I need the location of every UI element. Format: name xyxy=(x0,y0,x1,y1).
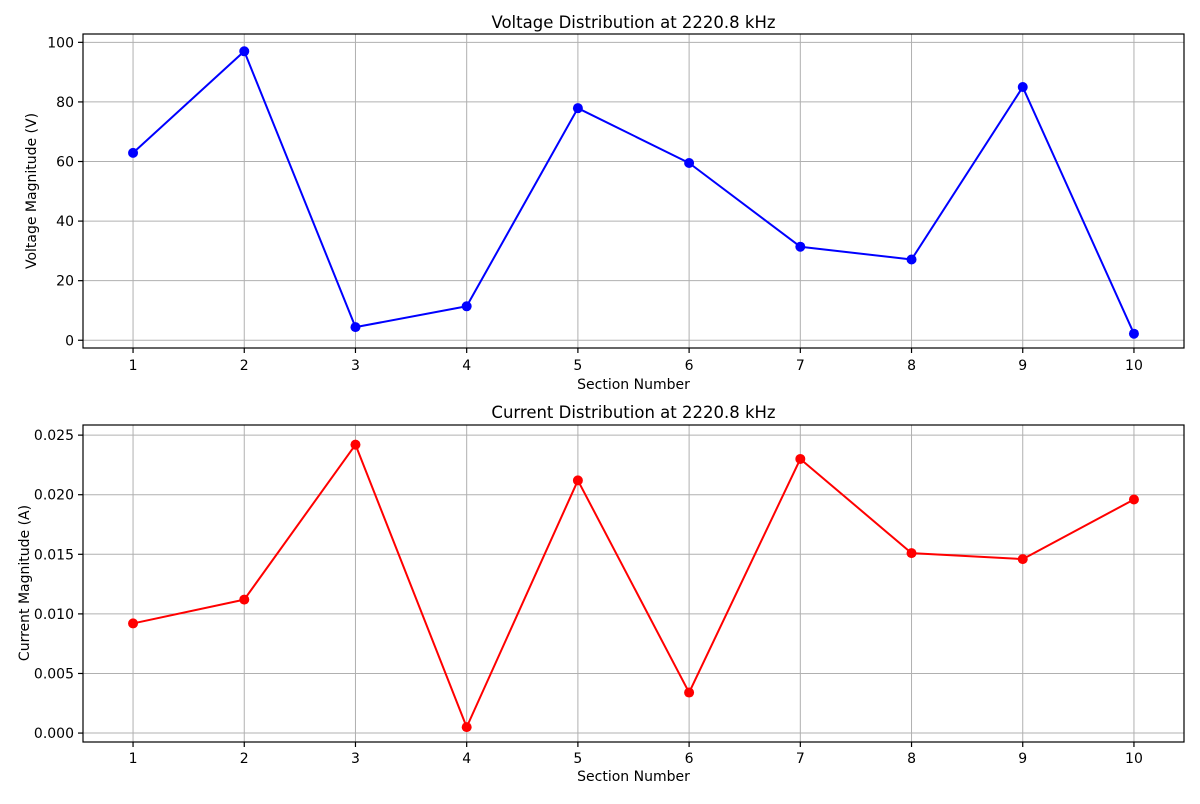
current-xtick-label: 3 xyxy=(351,751,360,767)
current-xtick-label: 9 xyxy=(1018,751,1027,767)
voltage-xtick-label: 6 xyxy=(685,358,694,374)
voltage-ytick-label: 60 xyxy=(56,155,74,171)
voltage-xtick-label: 8 xyxy=(907,358,916,374)
current-chart-title: Current Distribution at 2220.8 kHz xyxy=(491,403,775,422)
current-xtick-label: 2 xyxy=(240,751,249,767)
current-xtick-label: 1 xyxy=(129,751,138,767)
voltage-ytick-label: 100 xyxy=(47,35,74,51)
current-ytick-label: 0.010 xyxy=(34,607,74,623)
voltage-xtick-label: 4 xyxy=(462,358,471,374)
current-ytick-label: 0.020 xyxy=(34,488,74,504)
current-data-point-marker xyxy=(239,594,250,605)
current-xtick-label: 10 xyxy=(1125,751,1143,767)
current-data-point-marker xyxy=(350,439,361,450)
voltage-data-point-marker xyxy=(350,322,361,333)
voltage-data-point-marker xyxy=(906,254,917,265)
voltage-data-line xyxy=(132,50,1135,335)
current-xtick-label: 4 xyxy=(462,751,471,767)
voltage-data-point-marker xyxy=(1128,328,1139,339)
voltage-data-point-marker xyxy=(461,301,472,312)
current-ytick-label: 0.015 xyxy=(34,547,74,563)
voltage-xtick-label: 7 xyxy=(796,358,805,374)
voltage-ytick-label: 0 xyxy=(65,333,74,349)
current-data-point-marker xyxy=(906,548,917,559)
current-data-point-marker xyxy=(684,687,695,698)
voltage-ytick-label: 40 xyxy=(56,214,74,230)
current-ytick-label: 0.025 xyxy=(34,428,74,444)
current-xtick-label: 5 xyxy=(573,751,582,767)
current-data-point-marker xyxy=(1017,554,1028,565)
voltage-xtick-label: 1 xyxy=(129,358,138,374)
voltage-xtick-label: 10 xyxy=(1125,358,1143,374)
voltage-data-point-marker xyxy=(128,147,139,158)
current-yaxis-label: Current Magnitude (A) xyxy=(17,505,33,661)
voltage-plot-border xyxy=(82,33,1185,349)
current-data-line xyxy=(132,443,1135,729)
current-data-point-marker xyxy=(461,722,472,733)
voltage-ytick-label: 20 xyxy=(56,274,74,290)
voltage-xtick-label: 2 xyxy=(240,358,249,374)
current-data-point-marker xyxy=(795,453,806,464)
voltage-data-point-marker xyxy=(795,241,806,252)
current-xaxis-label: Section Number xyxy=(577,769,690,785)
current-xtick-label: 8 xyxy=(907,751,916,767)
current-data-point-marker xyxy=(128,618,139,629)
voltage-xtick-label: 5 xyxy=(573,358,582,374)
voltage-ytick-label: 80 xyxy=(56,95,74,111)
current-xtick-label: 6 xyxy=(685,751,694,767)
voltage-xaxis-label: Section Number xyxy=(577,377,690,393)
voltage-data-point-marker xyxy=(239,46,250,57)
current-plot-border xyxy=(82,424,1185,743)
voltage-yaxis-label: Voltage Magnitude (V) xyxy=(24,113,40,269)
voltage-data-point-marker xyxy=(684,157,695,168)
voltage-xtick-label: 9 xyxy=(1018,358,1027,374)
current-ytick-label: 0.005 xyxy=(34,666,74,682)
voltage-data-point-marker xyxy=(1017,82,1028,93)
current-ytick-label: 0.000 xyxy=(34,726,74,742)
current-data-point-marker xyxy=(1128,494,1139,505)
voltage-chart-title: Voltage Distribution at 2220.8 kHz xyxy=(491,13,775,32)
voltage-data-point-marker xyxy=(572,103,583,114)
voltage-xtick-label: 3 xyxy=(351,358,360,374)
current-chart: 1 2 3 4 5 6 7 8 9 10 0.000 0.005 0.010 0.015 0.020 0.02… xyxy=(17,403,1185,785)
current-xtick-label: 7 xyxy=(796,751,805,767)
current-data-point-marker xyxy=(572,475,583,486)
current-chart-plot-area: 1 2 3 4 5 6 7 8 9 10 0.000 0.005 0.010 0.015 0.020 0.02… xyxy=(34,425,1184,767)
